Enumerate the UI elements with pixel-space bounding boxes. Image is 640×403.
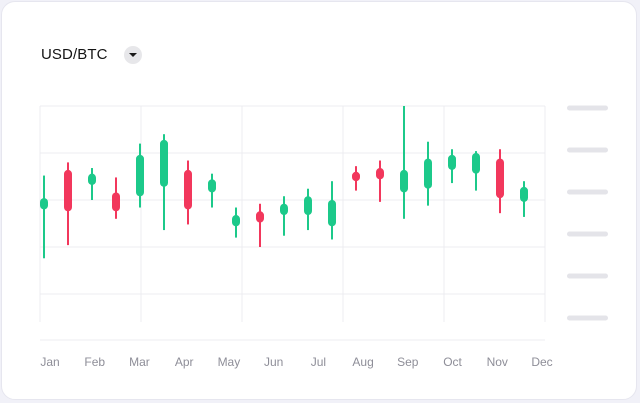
candle: [112, 177, 120, 219]
candle-body: [376, 168, 384, 180]
candle: [136, 143, 144, 208]
x-tick-label: May: [218, 355, 241, 369]
candle-body: [112, 192, 120, 212]
y-tick-placeholder: [567, 147, 608, 153]
candle: [208, 173, 216, 208]
candle-body: [208, 179, 216, 193]
y-tick-placeholder: [567, 231, 608, 237]
candle-body: [328, 200, 336, 227]
candle-body: [424, 158, 432, 189]
candle: [376, 160, 384, 202]
y-axis-label-placeholders: [567, 105, 608, 321]
candle: [400, 106, 408, 219]
candle: [232, 207, 240, 238]
x-tick-label: Dec: [531, 355, 552, 369]
candle: [496, 149, 504, 214]
candle: [520, 181, 528, 217]
candle-body: [280, 203, 288, 216]
caret-down-icon: [129, 53, 137, 57]
candle-body: [88, 173, 96, 185]
candle: [280, 196, 288, 236]
x-tick-label: Sep: [397, 355, 419, 369]
candle-body: [304, 196, 312, 216]
candle-body: [232, 215, 240, 227]
x-tick-label: Jun: [264, 355, 283, 369]
candle: [256, 203, 264, 247]
candle: [88, 168, 96, 200]
x-tick-label: Oct: [443, 355, 462, 369]
x-tick-label: Jul: [311, 355, 326, 369]
candle-body: [448, 154, 456, 170]
candle-body: [160, 139, 168, 187]
candle-body: [256, 211, 264, 223]
y-tick-placeholder: [567, 189, 608, 195]
candle-body: [352, 171, 360, 182]
candle-body: [64, 169, 72, 212]
candle: [160, 134, 168, 231]
candle: [424, 141, 432, 206]
x-tick-label: Aug: [352, 355, 373, 369]
candle: [304, 188, 312, 231]
chart-title: USD/BTC: [41, 46, 108, 63]
x-tick-label: Nov: [487, 355, 508, 369]
candle: [184, 160, 192, 225]
candle-body: [400, 169, 408, 193]
y-tick-placeholder: [567, 315, 608, 321]
candle: [448, 149, 456, 184]
candle-body: [472, 153, 480, 174]
y-tick-placeholder: [567, 273, 608, 279]
candles: [40, 106, 528, 259]
chart-dropdown-button[interactable]: [124, 46, 142, 64]
x-tick-label: Jan: [40, 355, 59, 369]
candle: [328, 181, 336, 240]
x-tick-label: Feb: [84, 355, 105, 369]
candle: [40, 175, 48, 259]
candle-body: [520, 186, 528, 202]
candle-body: [40, 198, 48, 210]
chart-grid: [39, 105, 546, 341]
candle-body: [496, 158, 504, 199]
x-axis-labels: Jan Feb Mar Apr May Jun Jul Aug Sep Oct Nov Dec: [40, 355, 552, 369]
y-tick-placeholder: [567, 105, 608, 111]
candle: [352, 166, 360, 191]
candle-body: [136, 154, 144, 197]
x-tick-label: Mar: [129, 355, 150, 369]
candle: [472, 151, 480, 191]
x-tick-label: Apr: [175, 355, 194, 369]
candle-body: [184, 169, 192, 210]
candle: [64, 162, 72, 246]
